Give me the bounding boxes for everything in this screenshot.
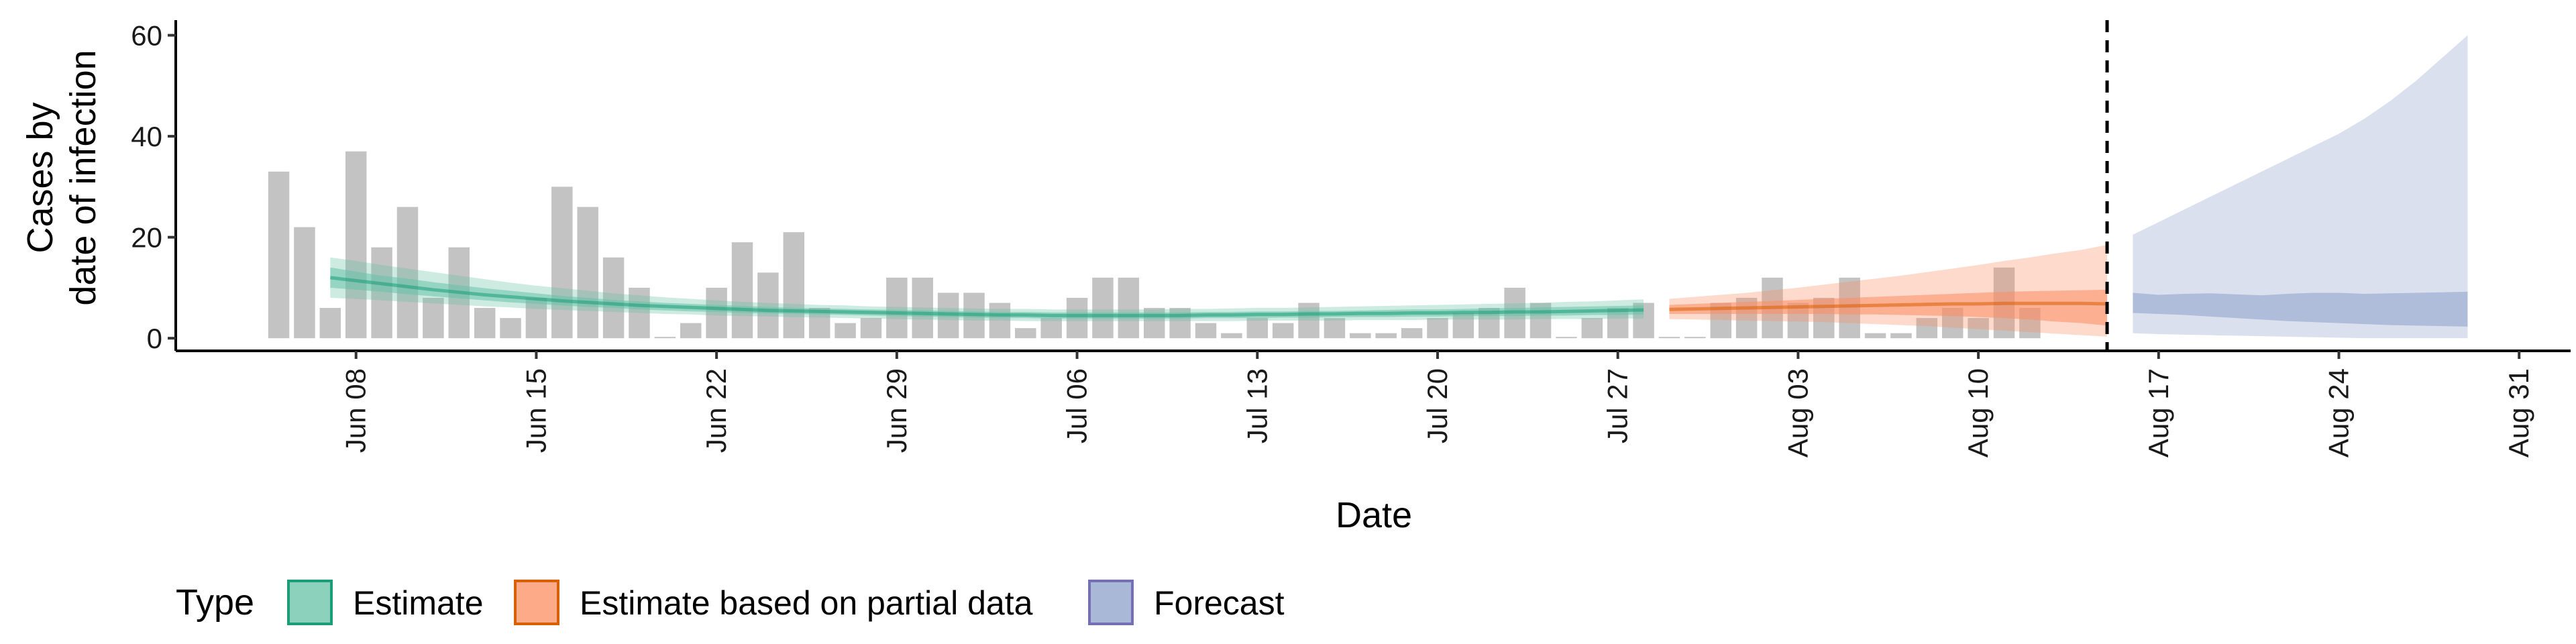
reported-cases-bar	[1864, 333, 1886, 339]
x-tick-label: Jun 22	[700, 368, 732, 453]
reported-cases-bar	[371, 247, 392, 339]
y-tick-label: 60	[131, 20, 162, 52]
legend-key-estimate	[287, 580, 333, 625]
reported-cases-bar	[1968, 318, 1989, 339]
legend-item-estimate: Estimate	[287, 580, 484, 625]
y-tick-label: 0	[147, 323, 162, 354]
reported-cases-bar	[1040, 318, 1062, 339]
reported-cases-bar	[1195, 323, 1217, 339]
x-tick-label: Aug 24	[2323, 368, 2355, 458]
x-tick-label: Aug 31	[2503, 368, 2534, 458]
reported-cases-bar	[345, 151, 367, 339]
reported-cases-bar	[1350, 333, 1371, 339]
legend-key-partial	[514, 580, 559, 625]
x-axis-title: Date	[1336, 495, 1412, 535]
y-tick-label: 40	[131, 121, 162, 152]
reported-cases-bar	[423, 297, 444, 339]
reported-cases-bar	[706, 287, 727, 339]
reported-cases-bar	[1324, 318, 1346, 339]
reported-cases-bar	[680, 323, 702, 339]
reported-cases-bar	[1890, 333, 1912, 339]
reported-cases-bar	[551, 186, 573, 339]
x-tick-label: Aug 10	[1962, 368, 1994, 458]
reported-cases-bar	[1684, 337, 1706, 339]
reported-cases-bar	[629, 287, 650, 339]
reported-cases-bar	[577, 207, 598, 339]
x-tick-label: Jul 20	[1421, 368, 1453, 443]
legend-key-forecast	[1088, 580, 1134, 625]
legend-item-forecast: Forecast	[1088, 580, 1285, 625]
reported-cases-bar	[783, 232, 805, 339]
reported-cases-bar	[1401, 328, 1423, 339]
reported-cases-bar	[835, 323, 856, 339]
reported-cases-bar	[319, 308, 341, 339]
x-tick-label: Jul 13	[1241, 368, 1273, 443]
y-axis-title-line-1: Cases by	[20, 102, 60, 253]
reported-cases-bar	[1556, 337, 1577, 339]
x-axis-ticks: Jun 08 Jun 15 Jun 22 Jun 29 Jul 06 Jul 13 Jul …	[340, 351, 2534, 458]
reported-cases-bar	[1118, 277, 1140, 339]
estimate-ribbons	[330, 35, 2468, 339]
series-estimate-based-on-partial-data	[1669, 244, 2108, 337]
reported-cases-bar	[525, 297, 547, 339]
reported-cases-bar	[396, 207, 419, 339]
y-axis-ticks: 0 20 40 60	[131, 20, 176, 354]
reported-cases-bar	[1272, 323, 1294, 339]
reported-cases-bar	[731, 242, 753, 339]
legend-label-partial: Estimate based on partial data	[580, 584, 1033, 622]
legend-label-estimate: Estimate	[353, 584, 484, 622]
reported-cases-bar	[860, 318, 882, 339]
x-tick-label: Aug 03	[1782, 368, 1813, 458]
x-tick-label: Aug 17	[2143, 368, 2174, 458]
reported-cases-bar	[1221, 333, 1242, 339]
legend-item-partial: Estimate based on partial data	[514, 580, 1033, 625]
median-line	[1669, 301, 2108, 311]
reported-cases-bar	[1658, 337, 1680, 339]
reported-cases-bar	[912, 277, 933, 339]
reported-cases-bar	[757, 272, 779, 339]
reported-cases-bar	[1298, 303, 1320, 339]
x-tick-label: Jul 27	[1602, 368, 1633, 443]
reported-cases-bar	[1452, 313, 1474, 339]
reported-cases-bar	[1916, 318, 1938, 339]
reported-cases-bar	[1015, 328, 1036, 339]
reported-cases-bar	[1375, 333, 1397, 339]
series-estimate	[330, 257, 1644, 321]
reported-cases-bar	[654, 337, 676, 339]
y-axis-title-line-2: date of infection	[63, 50, 103, 305]
x-tick-label: Jun 29	[881, 368, 912, 453]
reported-cases-bar	[1246, 318, 1268, 339]
reported-cases-bar	[1092, 277, 1114, 339]
reported-cases-bar	[268, 171, 290, 339]
reported-cases-bar	[989, 303, 1011, 339]
legend-label-forecast: Forecast	[1154, 584, 1285, 622]
reported-cases-bar	[1581, 318, 1603, 339]
inner-interval-band	[1669, 289, 2108, 326]
x-tick-label: Jun 15	[520, 368, 551, 453]
y-tick-label: 20	[131, 222, 162, 254]
inner-interval-band	[2133, 291, 2468, 327]
outer-interval-band	[2133, 35, 2468, 339]
reported-cases-bar	[294, 227, 315, 339]
reported-cases-bar	[1427, 318, 1448, 339]
median-line	[330, 276, 1644, 317]
x-tick-label: Jul 06	[1061, 368, 1093, 443]
x-tick-label: Jun 08	[340, 368, 372, 453]
reported-cases-bar	[500, 318, 521, 339]
series-forecast	[2133, 35, 2468, 339]
outer-interval-band	[1669, 244, 2108, 337]
reported-cases-bar	[886, 277, 908, 339]
legend-title: Type	[176, 582, 254, 623]
legend: Type Estimate Estimate based on partial …	[176, 580, 1285, 625]
y-axis-title: Cases by date of infection	[20, 50, 103, 305]
reported-cases-bar	[602, 257, 625, 339]
reported-cases-bar	[474, 308, 496, 339]
